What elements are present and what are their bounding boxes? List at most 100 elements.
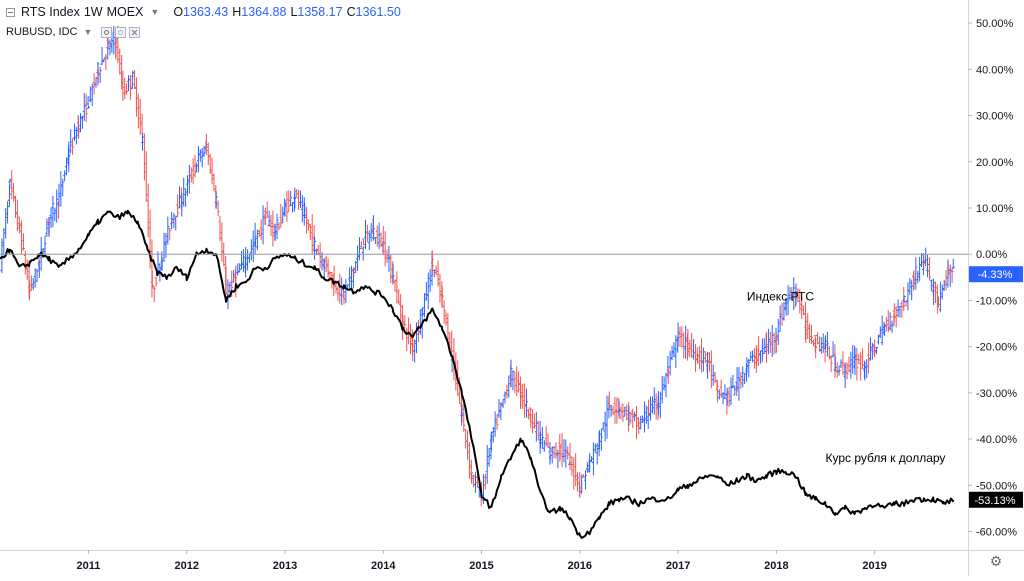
ohlc-bar [25,259,29,281]
ohlc-bar [168,227,172,241]
ohlc-bar [31,277,35,291]
ohlc-bar [261,205,265,245]
gear-icon[interactable]: ⚙ [989,553,1003,569]
ohlc-bar [320,252,324,271]
ohlc-bar [629,412,633,424]
ohlc-bar [937,296,941,308]
ohlc-bar [501,398,505,408]
ohlc-bar [631,408,635,429]
ohlc-bar [920,252,924,268]
ohlc-bar [154,276,158,287]
ohlc-bar [878,326,882,339]
ohlc-bar [845,362,849,380]
ohlc-bar [859,352,863,381]
ohlc-bar [440,285,444,308]
ohlc-bar [599,428,603,451]
ohlc-bar [762,338,766,354]
ohlc-bar [61,178,65,197]
compare-chevron-down-icon[interactable]: ▼ [83,27,93,37]
ohlc-bar [434,265,438,276]
ohlc-bar [322,258,326,280]
ohlc-bar [821,333,825,353]
ohlc-bar [619,405,623,420]
ohlc-bar [277,222,281,231]
ohlc-bar [739,371,743,389]
symbol-interval[interactable]: 1W [83,5,103,19]
ohlc-bar [674,335,678,368]
ohlc-bar [90,83,94,106]
ohlc-bar [585,462,589,473]
compare-symbol-name[interactable]: RUBUSD, IDC [6,26,78,38]
ohlc-bars-layer [0,25,955,507]
ohlc-bar [444,311,448,326]
ohlc-bar [33,268,37,288]
ohlc-bar [757,336,761,366]
ohlc-bar [641,415,645,423]
y-tick-label: 10.00% [976,203,1014,215]
eye-icon[interactable] [101,26,113,38]
ohlc-bar [146,183,150,238]
ohlc-bar [810,324,814,345]
ohlc-bar [184,188,188,207]
ohlc-bar [438,274,442,303]
symbol-name[interactable]: RTS Index [21,5,80,19]
ohlc-bar [220,222,224,262]
ohlc-bar [513,371,517,394]
ohlc-bar [405,327,409,351]
ohlc-bar [886,310,890,333]
ohlc-bar [792,277,796,311]
rubusd-line [0,209,955,539]
ohlc-bar [18,222,22,234]
ohlc-bar [84,94,88,122]
chevron-down-icon[interactable]: ▼ [150,7,160,17]
ohlc-bar [546,433,550,448]
ohlc-bar [503,391,507,404]
ohlc-bar [236,263,240,276]
ohlc-bar [259,219,263,241]
ohlc-bar [706,351,710,379]
ohlc-bar [336,286,340,301]
ohlc-bar [751,350,755,363]
close-icon[interactable] [129,26,141,38]
ohlc-bar [150,239,154,298]
ohlc-bar [944,270,948,291]
ohlc-bar [92,73,96,95]
ohlc-bar [729,377,733,406]
ohlc-bar [576,472,580,492]
ohlc-bar [898,305,902,318]
y-tick-label: -40.00% [976,434,1017,446]
ohlc-bar [668,350,672,376]
ohlc-bar [564,439,568,468]
ohlc-bar [287,190,291,212]
ohlc-bar [707,352,711,372]
ohlc-bar [29,275,33,291]
ohlc-bar [627,405,631,427]
ohlc-bar [216,200,220,217]
ohlc-bar [654,393,658,420]
ohlc-bar [65,157,69,176]
ohlc-bar [747,358,751,378]
x-tick-label: 2012 [174,560,198,572]
ohlc-bar [526,408,530,420]
ohlc-bar [354,260,358,273]
ohlc-bar [741,366,745,388]
settings-icon[interactable] [115,26,127,38]
chart-annotation: Курс рубля к доллару [826,451,946,465]
ohlc-bar [765,332,769,363]
ohlc-bar [342,293,346,305]
ohlc-bar [493,411,497,437]
ohlc-bar [381,225,385,255]
collapse-legend-icon[interactable] [6,7,15,17]
badge-label: -4.33% [978,269,1013,281]
ohlc-bar [118,48,122,75]
ohlc-bar [49,207,53,228]
ohlc-bar [548,454,552,461]
ohlc-bar [590,456,594,462]
ohlc-bar [532,413,536,429]
ohlc-bar [580,474,584,495]
ohlc-bar [228,281,232,293]
ohlc-bar [350,265,354,289]
ohlc-bar [131,70,135,80]
